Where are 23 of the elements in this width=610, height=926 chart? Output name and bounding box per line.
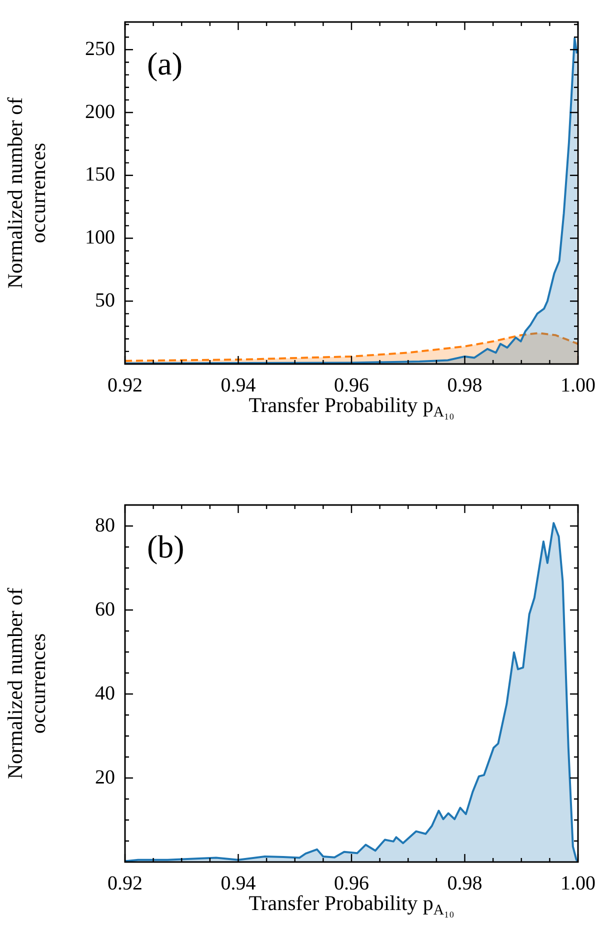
y-tick-label: 20: [95, 766, 115, 788]
y-tick-label: 60: [95, 598, 115, 620]
y-tick-label: 100: [85, 226, 115, 249]
x-tick-label: 1.00: [560, 872, 596, 894]
y-tick-label: 80: [95, 514, 115, 536]
y-axis-title: Normalized number of occurrences: [3, 97, 50, 289]
x-tick-label: 0.92: [108, 872, 142, 894]
annotation: (a): [147, 45, 183, 82]
x-tick-label: 0.98: [447, 374, 482, 396]
x-tick-label: 0.94: [220, 374, 256, 396]
y-tick-label: 40: [95, 682, 115, 704]
x-tick-label: 0.96: [334, 872, 369, 894]
x-tick-label: 0.96: [334, 374, 369, 396]
y-tick-label: 150: [85, 164, 115, 186]
y-axis-title: Normalized number of occurrences: [3, 588, 50, 780]
annotation: (b): [147, 528, 184, 564]
y-tick-label: 200: [85, 100, 115, 123]
x-tick-label: 1.00: [560, 374, 596, 396]
x-tick-label: 0.98: [447, 872, 482, 894]
x-tick-label: 0.92: [108, 374, 142, 396]
x-tick-label: 0.94: [220, 872, 256, 894]
y-tick-label: 50: [95, 289, 115, 312]
y-tick-label: 250: [85, 38, 115, 60]
